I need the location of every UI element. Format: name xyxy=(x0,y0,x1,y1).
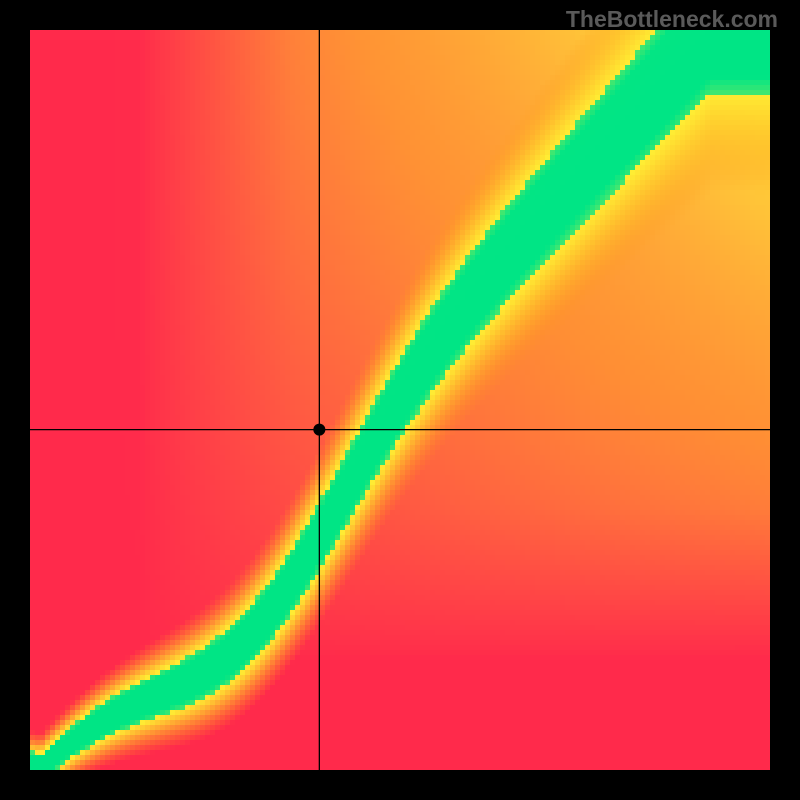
watermark-text: TheBottleneck.com xyxy=(566,6,778,33)
chart-container: { "watermark": { "text": "TheBottleneck.… xyxy=(0,0,800,800)
heatmap-canvas xyxy=(30,30,770,770)
